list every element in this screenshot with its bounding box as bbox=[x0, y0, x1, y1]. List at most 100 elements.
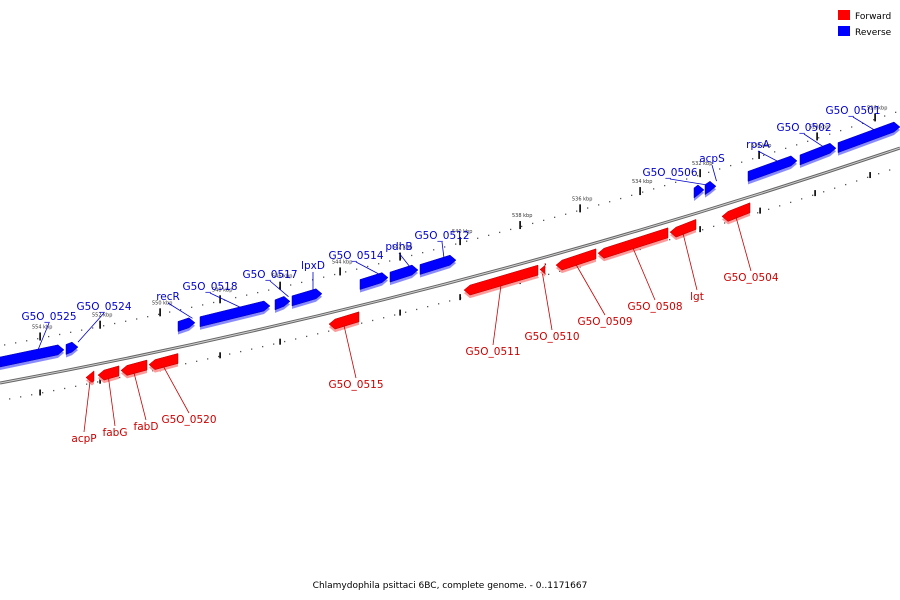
gene-label[interactable]: G5O_0502 bbox=[776, 122, 831, 134]
gene-rpsA[interactable] bbox=[747, 155, 798, 185]
scale-tick bbox=[399, 309, 401, 316]
gene-fabD[interactable] bbox=[120, 359, 148, 379]
gene-G5O_0506[interactable] bbox=[693, 184, 705, 201]
gene-body bbox=[291, 288, 323, 307]
scale-dot bbox=[422, 251, 424, 254]
scale-tick bbox=[758, 150, 760, 159]
scale-dot bbox=[4, 344, 6, 346]
gene-label[interactable]: G5O_0510 bbox=[524, 331, 579, 343]
gene-label[interactable]: acpP bbox=[71, 433, 96, 445]
gene-label[interactable]: G5O_0509 bbox=[577, 316, 632, 328]
scale-dot bbox=[136, 318, 138, 320]
scale-dot bbox=[834, 187, 836, 189]
gene-acpP[interactable] bbox=[85, 370, 95, 386]
gene-G5O_0509[interactable] bbox=[555, 248, 597, 274]
gene-label[interactable]: rpsA bbox=[746, 139, 770, 151]
scale-dot bbox=[642, 191, 644, 193]
gene-lpxD[interactable] bbox=[291, 288, 323, 309]
gene-label-leader bbox=[167, 302, 193, 319]
gene-label[interactable]: G5O_0515 bbox=[328, 379, 383, 391]
scale-ticks: 526 kbp 528 kbp 530 kbp 532 kbp 534 kbp 536 k… bbox=[32, 105, 887, 396]
scale-tick-label: 540 kbp bbox=[452, 229, 472, 235]
gene-label-leader bbox=[492, 285, 502, 346]
gene-G5O_0520[interactable] bbox=[148, 353, 179, 373]
gene-pdhB[interactable] bbox=[389, 264, 419, 286]
gene-body bbox=[328, 311, 360, 330]
gene-body bbox=[97, 365, 120, 381]
gene-body bbox=[177, 317, 196, 332]
scale-dot bbox=[455, 243, 457, 245]
gene-fabG[interactable] bbox=[97, 365, 120, 384]
gene-label[interactable]: G5O_0501 bbox=[825, 105, 880, 117]
gene-label[interactable]: G5O_0512 bbox=[414, 230, 469, 242]
gene-lgt[interactable] bbox=[669, 218, 697, 241]
gene-label[interactable]: G5O_0508 bbox=[627, 301, 682, 313]
gene-label[interactable]: G5O_0518 bbox=[182, 281, 237, 293]
scale-dot bbox=[169, 311, 171, 313]
scale-dot bbox=[510, 228, 512, 231]
scale-tick bbox=[39, 389, 41, 396]
genome-caption: Chlamydophila psittaci 6BC, complete gen… bbox=[313, 581, 588, 591]
gene-acpS[interactable] bbox=[704, 180, 717, 198]
gene-G5O_0502[interactable] bbox=[799, 142, 837, 168]
scale-dot bbox=[235, 296, 237, 299]
gene-G5O_0518[interactable] bbox=[199, 300, 271, 330]
scale-dot bbox=[81, 329, 83, 331]
gene-label[interactable]: G5O_0520 bbox=[161, 414, 216, 426]
scale-tick-label: 536 kbp bbox=[572, 196, 592, 202]
gene-label[interactable]: lgt bbox=[690, 291, 704, 303]
gene-label[interactable]: G5O_0517 bbox=[242, 269, 297, 281]
gene-label[interactable]: pdhB bbox=[385, 241, 412, 253]
scale-dot bbox=[152, 370, 154, 372]
scale-dot bbox=[779, 205, 781, 207]
scale-dot bbox=[444, 246, 446, 248]
gene-label-leader bbox=[83, 381, 91, 433]
gene-G5O_0508[interactable] bbox=[597, 227, 669, 262]
scale-dot bbox=[9, 398, 11, 400]
gene-G5O_0504[interactable] bbox=[721, 202, 751, 225]
gene-G5O_0515[interactable] bbox=[328, 311, 360, 333]
scale-dot bbox=[686, 178, 688, 180]
gene-label-leader bbox=[355, 261, 381, 275]
gene-label[interactable]: G5O_0506 bbox=[642, 167, 697, 179]
scale-dot bbox=[26, 340, 28, 342]
scale-dot bbox=[323, 276, 325, 278]
gene-G5O_0524[interactable] bbox=[65, 341, 79, 358]
gene-label[interactable]: acpS bbox=[699, 153, 725, 165]
gene-label[interactable]: fabD bbox=[134, 421, 159, 433]
scale-dot bbox=[889, 169, 891, 171]
gene-body bbox=[837, 121, 900, 153]
gene-G5O_0517[interactable] bbox=[274, 296, 291, 313]
gene-label[interactable]: recR bbox=[156, 291, 180, 303]
scale-dot bbox=[796, 144, 798, 146]
gene-G5O_0511[interactable] bbox=[463, 264, 539, 299]
scale-dot bbox=[884, 115, 886, 117]
scale-tick bbox=[459, 294, 461, 301]
gene-label[interactable]: fabG bbox=[103, 427, 128, 439]
gene-G5O_0525[interactable] bbox=[0, 344, 65, 370]
scale-dot bbox=[59, 333, 61, 336]
gene-label[interactable]: G5O_0514 bbox=[328, 250, 383, 262]
gene-recR[interactable] bbox=[177, 317, 196, 335]
scale-dot bbox=[719, 168, 721, 170]
gene-label[interactable]: G5O_0525 bbox=[21, 311, 76, 323]
scale-dot bbox=[356, 268, 358, 270]
gene-G5O_0501[interactable] bbox=[837, 121, 900, 156]
gene-label[interactable]: G5O_0524 bbox=[76, 301, 131, 313]
gene-label[interactable]: G5O_0511 bbox=[465, 346, 520, 358]
scale-dot bbox=[53, 389, 55, 392]
legend: Forward Reverse bbox=[838, 10, 892, 38]
gene-label[interactable]: lpxD bbox=[301, 260, 325, 272]
gene-label[interactable]: G5O_0504 bbox=[723, 272, 778, 284]
scale-tick bbox=[699, 169, 701, 178]
gene-G5O_0510[interactable] bbox=[539, 262, 547, 278]
scale-dot bbox=[807, 140, 809, 142]
gene-G5O_0514[interactable] bbox=[359, 272, 389, 293]
scale-dot bbox=[724, 222, 726, 224]
scale-dot bbox=[697, 175, 699, 177]
scale-dot bbox=[334, 273, 336, 276]
scale-dot bbox=[565, 213, 567, 215]
scale-dot bbox=[64, 387, 66, 390]
gene-label-leader bbox=[803, 133, 825, 148]
gene-G5O_0512[interactable] bbox=[419, 254, 457, 278]
